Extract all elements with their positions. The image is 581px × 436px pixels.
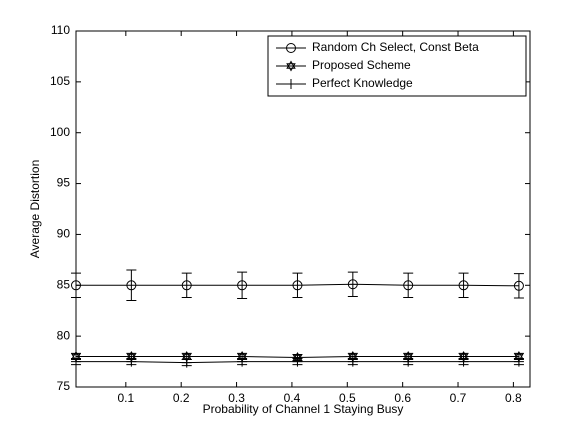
legend-label: Proposed Scheme bbox=[312, 58, 411, 72]
x-tick-label: 0.2 bbox=[173, 391, 190, 405]
marker bbox=[347, 356, 358, 367]
marker bbox=[71, 356, 81, 367]
x-tick-label: 0.7 bbox=[450, 391, 467, 405]
marker bbox=[292, 280, 303, 291]
marker bbox=[286, 79, 296, 89]
y-tick-label: 80 bbox=[57, 328, 71, 342]
error-bar bbox=[347, 271, 358, 297]
error-bar bbox=[71, 272, 81, 298]
error-bar bbox=[458, 272, 469, 298]
marker bbox=[292, 356, 303, 367]
x-tick-label: 0.1 bbox=[117, 391, 134, 405]
marker bbox=[458, 280, 469, 291]
y-tick-label: 95 bbox=[57, 176, 71, 190]
marker bbox=[286, 43, 296, 53]
marker bbox=[71, 280, 81, 291]
marker bbox=[181, 280, 192, 291]
marker bbox=[126, 356, 137, 367]
error-bar bbox=[237, 271, 248, 300]
y-tick-label: 110 bbox=[51, 23, 70, 37]
legend-label: Perfect Knowledge bbox=[312, 76, 413, 90]
x-tick-label: 0.6 bbox=[394, 391, 411, 405]
marker bbox=[403, 280, 414, 291]
marker bbox=[286, 60, 296, 72]
error-bar bbox=[292, 272, 303, 298]
marker bbox=[347, 279, 358, 290]
y-tick-label: 90 bbox=[57, 227, 71, 241]
y-tick-label: 100 bbox=[50, 125, 70, 139]
x-tick-label: 0.4 bbox=[284, 391, 301, 405]
x-tick-label: 0.5 bbox=[339, 391, 356, 405]
legend-label: Random Ch Select, Const Beta bbox=[312, 40, 479, 54]
error-bar bbox=[403, 272, 414, 298]
error-bar bbox=[513, 273, 524, 299]
marker bbox=[513, 280, 524, 291]
error-bar bbox=[181, 272, 192, 298]
marker bbox=[403, 356, 414, 367]
error-bar bbox=[126, 269, 137, 302]
marker bbox=[458, 356, 469, 367]
y-tick-label: 75 bbox=[57, 379, 71, 393]
x-axis-label: Probability of Channel 1 Staying Busy bbox=[203, 402, 404, 416]
marker bbox=[126, 280, 137, 291]
y-tick-label: 85 bbox=[57, 277, 71, 291]
marker bbox=[237, 356, 248, 367]
x-tick-label: 0.8 bbox=[505, 391, 522, 405]
y-tick-label: 105 bbox=[50, 74, 70, 88]
y-axis-label: Average Distortion bbox=[28, 160, 42, 259]
marker bbox=[181, 357, 192, 368]
legend-box bbox=[267, 35, 527, 97]
marker bbox=[237, 280, 248, 291]
marker bbox=[513, 356, 524, 367]
x-tick-label: 0.3 bbox=[228, 391, 245, 405]
